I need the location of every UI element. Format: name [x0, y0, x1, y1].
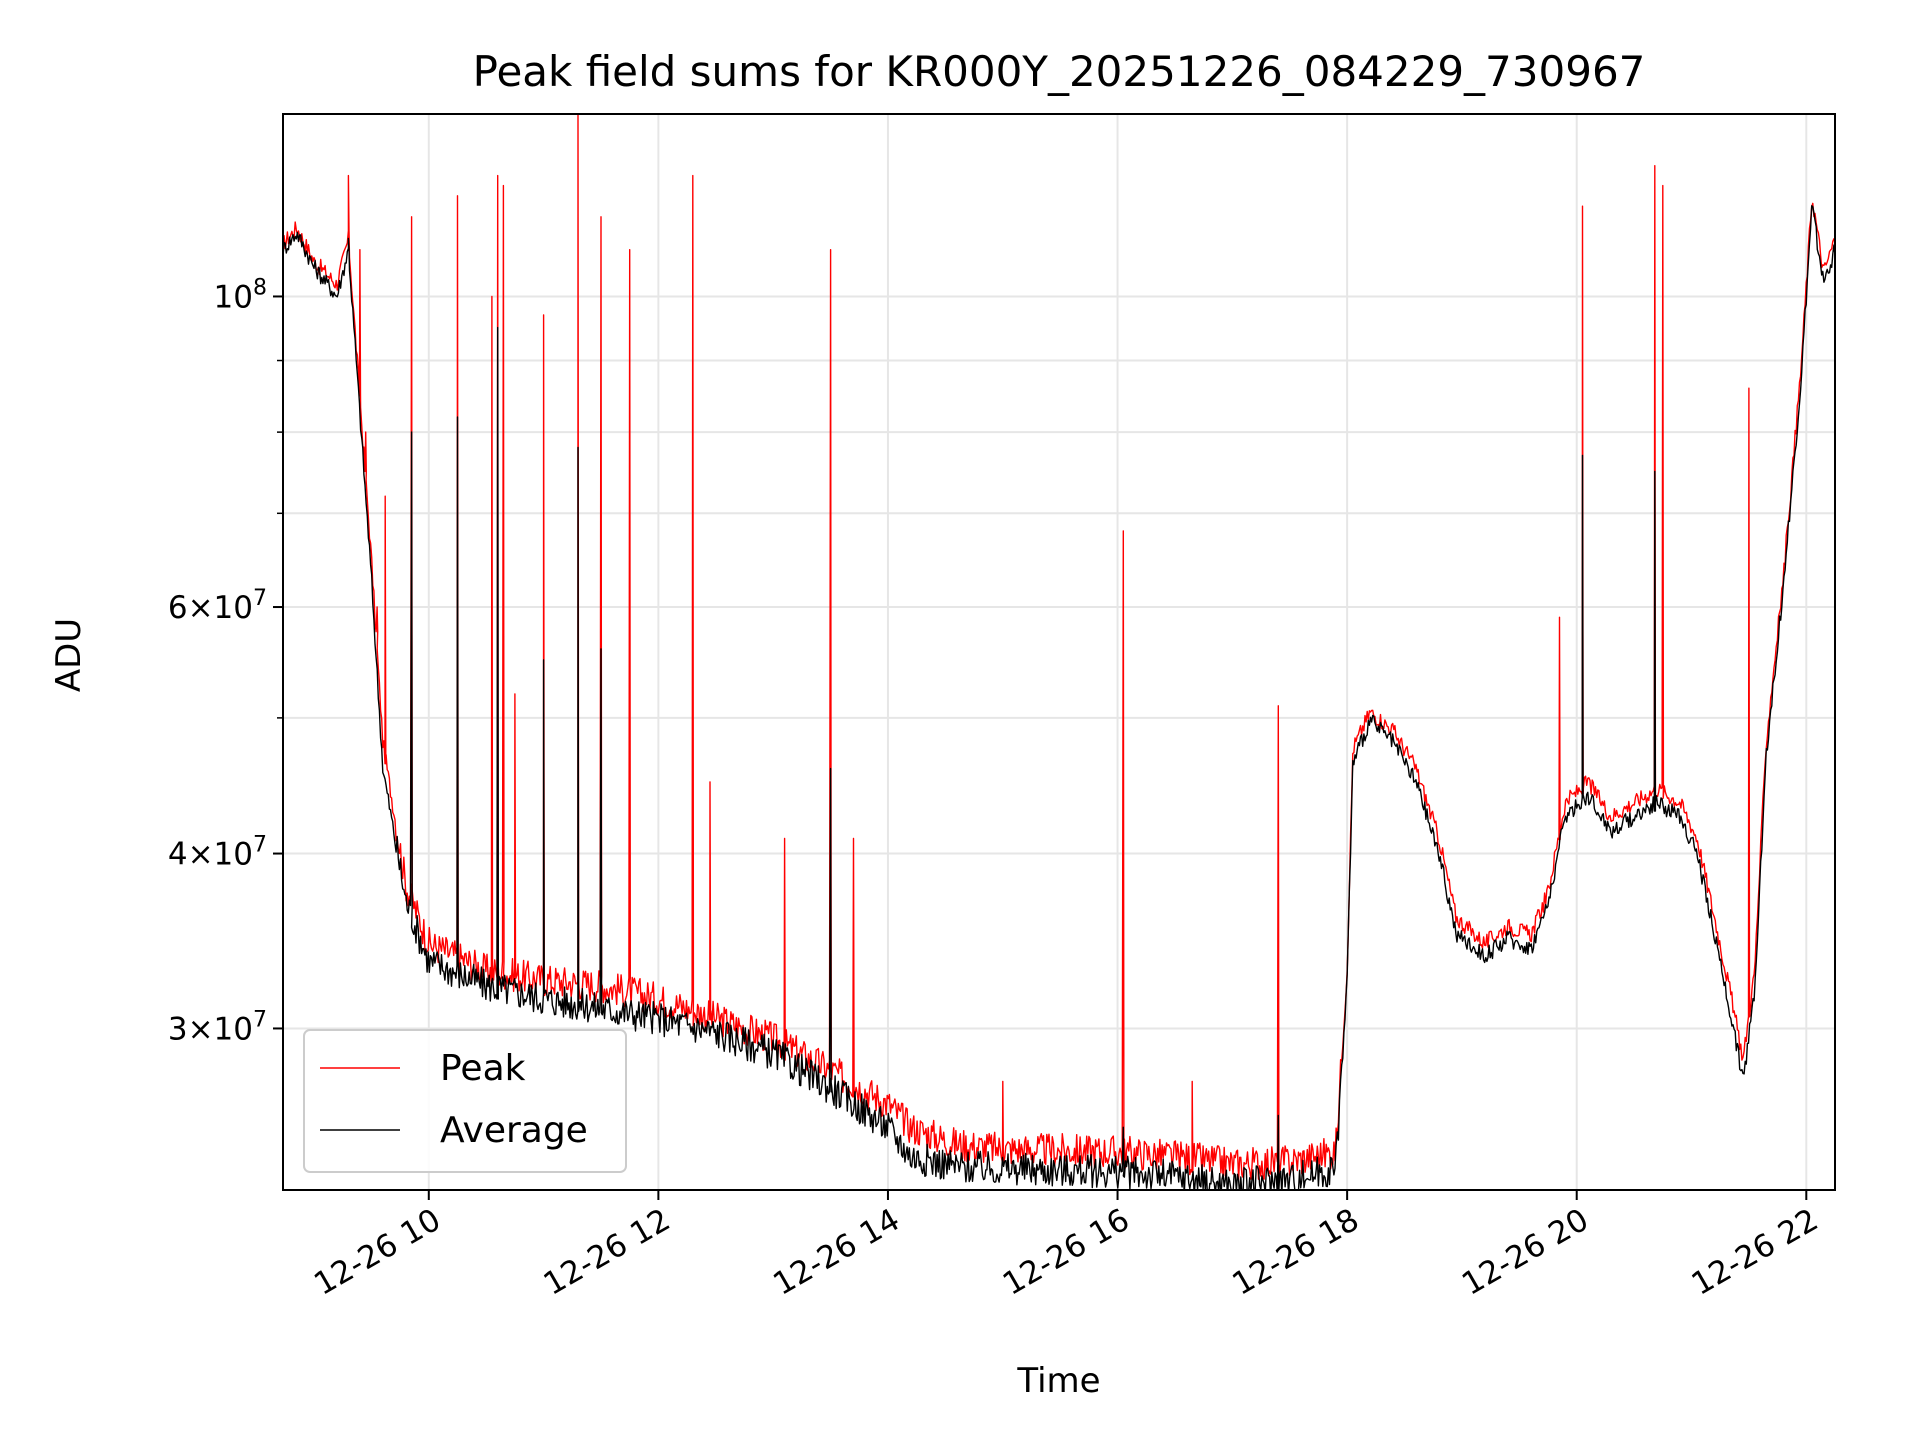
- chart-title: Peak field sums for KR000Y_20251226_0842…: [473, 47, 1646, 96]
- peak-series-line: [283, 114, 1835, 1180]
- y-tick-label: 4×107: [168, 833, 267, 873]
- legend-label-peak: Peak: [440, 1048, 526, 1089]
- x-axis-label: Time: [1016, 1361, 1100, 1401]
- y-axis-label: ADU: [49, 618, 89, 692]
- y-tick-label: 6×107: [168, 586, 267, 626]
- y-tick-label: 108: [214, 275, 267, 315]
- average-series-line: [283, 205, 1835, 1190]
- legend-box: [303, 1029, 627, 1173]
- y-tick-label: 3×107: [168, 1007, 267, 1047]
- legend-label-average: Average: [440, 1110, 588, 1151]
- plot-frame: [282, 113, 1836, 1191]
